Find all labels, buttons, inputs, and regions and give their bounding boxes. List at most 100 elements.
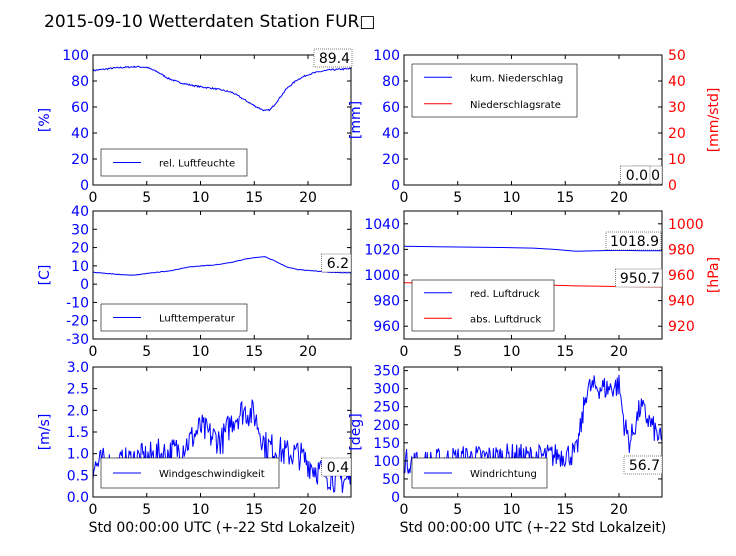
x-tick-label: 15: [245, 190, 263, 206]
y-tick-label: 0: [391, 490, 400, 506]
x-tick-label: 10: [192, 190, 210, 206]
y-tick-label: 200: [373, 418, 400, 434]
y-tick-label: 40: [382, 126, 400, 142]
y2-tick-label: 40: [668, 74, 686, 90]
value-annotation-box: [313, 48, 353, 68]
value-annotation-box: [321, 457, 352, 477]
y-tick-label: -10: [66, 295, 89, 311]
y-tick-label: 100: [373, 454, 400, 470]
x-tick-label: 0: [89, 344, 98, 360]
legend-label: Lufttemperatur: [159, 314, 236, 325]
x-tick-label: 0: [400, 190, 409, 206]
y-tick-label: 100: [373, 48, 400, 64]
y2-tick-label: 1000: [668, 217, 704, 233]
y-tick-label: 50: [382, 472, 400, 488]
y-tick-label: 20: [71, 241, 89, 257]
y2-tick-label: 0: [668, 178, 677, 194]
x-tick-label: 5: [453, 344, 462, 360]
y-tick-label: 40: [71, 126, 89, 142]
y-tick-label: 20: [71, 152, 89, 168]
y-tick-label: 1.0: [67, 447, 89, 463]
x-tick-label: 5: [142, 344, 151, 360]
y-tick-label: 1.5: [67, 425, 89, 441]
y-axis-label: [m/s]: [37, 414, 53, 451]
series-group: [93, 256, 351, 276]
x-tick-label: 20: [299, 502, 317, 518]
y-axis-label: [C]: [37, 265, 53, 286]
y-tick-label: 80: [382, 74, 400, 90]
y-tick-label: 3.0: [67, 360, 89, 376]
plot-frame: [403, 54, 663, 186]
y2-tick-label: 980: [668, 242, 695, 258]
x-tick-label: 10: [503, 190, 521, 206]
y2-tick-label: 50: [668, 48, 686, 64]
y2-axis-label: [hPa]: [706, 257, 722, 293]
x-tick-label: 5: [453, 190, 462, 206]
value-annotation-box: [615, 268, 663, 288]
y-axis-label: [mm]: [348, 101, 364, 139]
series-group: [404, 374, 662, 475]
y-axis-label: [deg]: [348, 413, 364, 450]
legend-box: [411, 279, 555, 332]
x-tick-label: 20: [610, 190, 628, 206]
plot-frame: [403, 366, 663, 498]
y-tick-label: 40: [71, 204, 89, 220]
legend-label: abs. Luftdruck: [470, 314, 541, 325]
legend-box: [411, 63, 578, 118]
x-tick-label: 20: [299, 344, 317, 360]
value-annotation-box: [623, 455, 663, 475]
y2-tick-label: 920: [668, 319, 695, 335]
value-annotation-box: [620, 165, 651, 185]
x-tick-label: 0: [89, 190, 98, 206]
value-annotation-box: [605, 231, 662, 251]
y-tick-label: 0: [80, 277, 89, 293]
y-tick-label: 0.5: [67, 468, 89, 484]
value-annotation: 0.0: [626, 168, 648, 184]
x-tick-label: 15: [556, 190, 574, 206]
precipitation-chart: 0 5 10 15 20 0 20 40 60 80 100 0 10 20 30 40 50 [mm] [mm/s…: [348, 48, 722, 206]
y2-tick-label: 940: [668, 294, 695, 310]
y-tick-label: 0: [80, 178, 89, 194]
humidity-chart: 0 5 10 15 20 0 20 40 60 80 100 [%] rel. Luftfeuchte 8…: [37, 48, 353, 206]
series-line: [93, 256, 351, 276]
value-annotation: 56.7: [629, 458, 660, 474]
x-tick-label: 15: [245, 502, 263, 518]
y-tick-label: 20: [382, 152, 400, 168]
x-tick-label: 0: [400, 502, 409, 518]
y-tick-label: 960: [373, 319, 400, 335]
value-annotation-box: [321, 253, 352, 273]
x-tick-label: 20: [299, 190, 317, 206]
y-tick-label: 0.0: [67, 490, 89, 506]
series-line: [404, 245, 662, 252]
y-tick-label: 60: [382, 100, 400, 116]
y2-tick-label: 10: [668, 152, 686, 168]
x-tick-label: 20: [610, 502, 628, 518]
y-tick-label: 2.5: [67, 382, 89, 398]
x-tick-label: 10: [192, 502, 210, 518]
y-tick-label: 10: [71, 259, 89, 275]
legend-label: Windgeschwindigkeit: [159, 469, 265, 480]
x-axis-label: Std 00:00:00 UTC (+-22 Std Lokalzeit): [400, 520, 667, 536]
x-tick-label: 5: [453, 502, 462, 518]
y2-tick-label: 20: [668, 126, 686, 142]
legend-label: red. Luftdruck: [470, 289, 540, 300]
value-annotation: 6.2: [327, 256, 349, 272]
legend-label: rel. Luftfeuchte: [159, 159, 235, 170]
y-tick-label: 100: [62, 48, 89, 64]
y-tick-label: 150: [373, 436, 400, 452]
y-tick-label: 60: [71, 100, 89, 116]
x-tick-label: 5: [142, 190, 151, 206]
y-tick-label: 1000: [364, 268, 400, 284]
legend-label: Windrichtung: [470, 469, 537, 480]
pressure-chart: 0 5 10 15 20 960 980 1000 1020 1040 920 940 960 980 10…: [364, 210, 722, 360]
series-line: [93, 65, 351, 112]
y-tick-label: 980: [373, 294, 400, 310]
y-tick-label: 250: [373, 400, 400, 416]
x-tick-label: 10: [503, 344, 521, 360]
value-annotation: 1018.9: [610, 234, 659, 250]
y-tick-label: -20: [66, 314, 89, 330]
x-tick-label: 15: [556, 344, 574, 360]
legend-label: kum. Niederschlag: [470, 73, 563, 84]
